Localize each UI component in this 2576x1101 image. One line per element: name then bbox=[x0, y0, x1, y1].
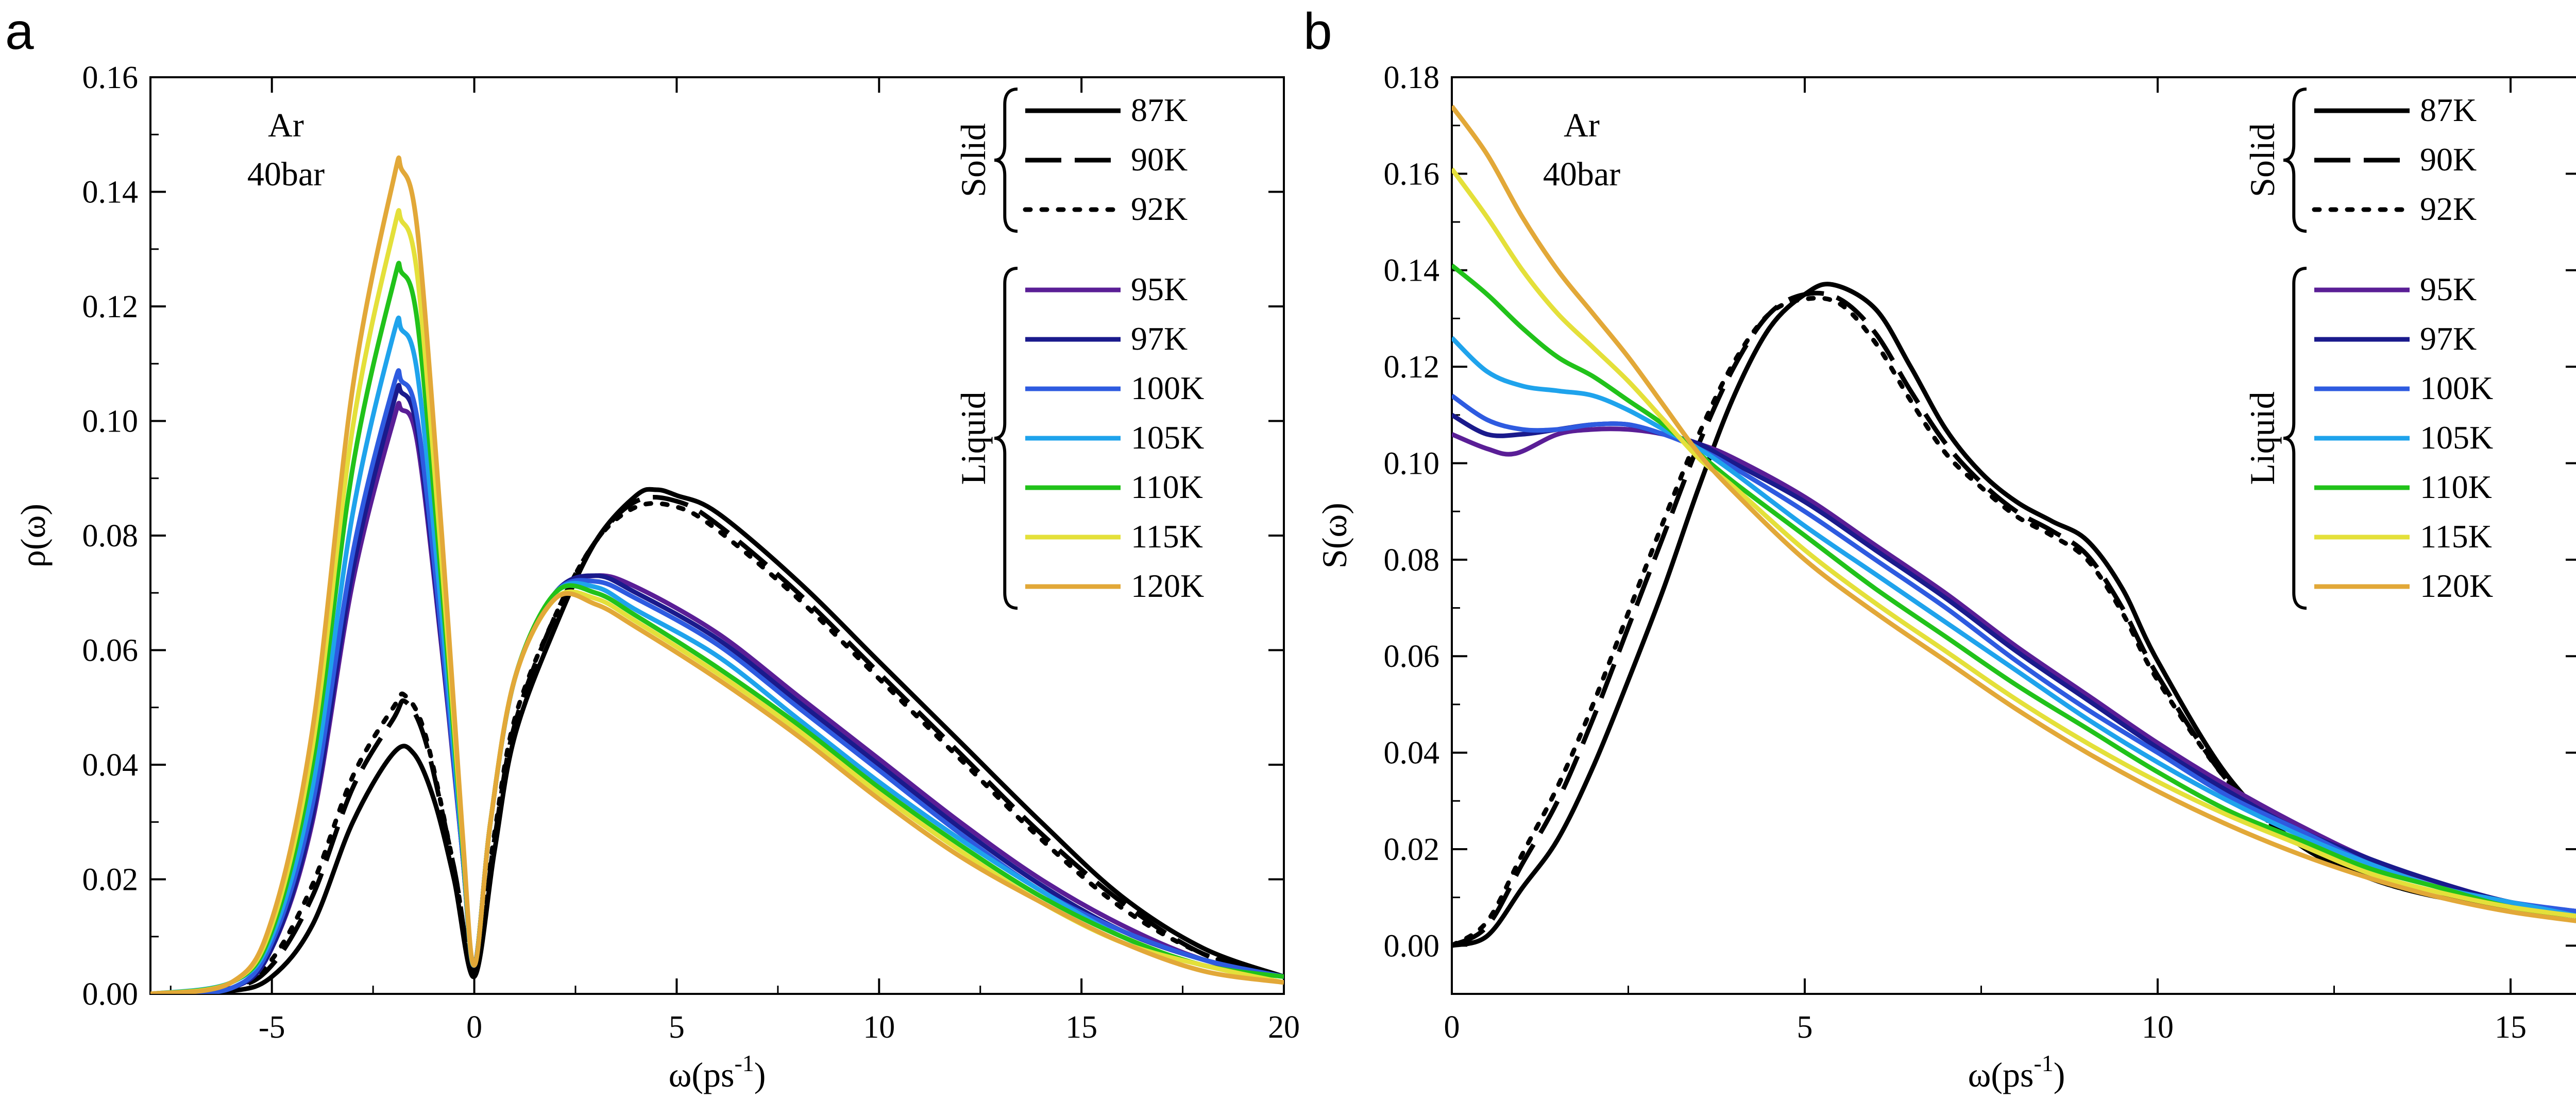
panel-a-legend-label-90K: 90K bbox=[1131, 141, 1188, 178]
panel-b-annotation-line: Ar bbox=[1564, 107, 1600, 144]
panel-a-y-tick-label: 0.14 bbox=[82, 175, 139, 210]
panel-b-chart: 0 5 10 15 0.00 0.02 0.04 0.06 0.08 0.10 0.12 0.14 0.… bbox=[1315, 60, 2576, 1094]
panel-a-series-line-87K bbox=[150, 487, 1284, 994]
panel-b-legend-label-110K: 110K bbox=[2420, 469, 2492, 505]
panel-b-y-tick-label: 0.04 bbox=[1384, 736, 1440, 771]
panel-a-x-tick-label: 20 bbox=[1268, 1010, 1300, 1045]
panel-a-legend-label-95K: 95K bbox=[1131, 271, 1188, 307]
panel-b-legend-group-solid: Solid bbox=[2243, 123, 2282, 197]
panel-b-legend-label-115K: 115K bbox=[2420, 518, 2492, 555]
panel-b-series-line-120K bbox=[1452, 105, 2576, 923]
panel-a-legend-label-87K: 87K bbox=[1131, 92, 1188, 128]
panel-a-legend-label-120K: 120K bbox=[1131, 567, 1204, 604]
panel-b-series-line-92K bbox=[1452, 296, 2576, 948]
panel-b-legend-label-95K: 95K bbox=[2420, 271, 2477, 307]
panel-a-x-tick-label: -5 bbox=[259, 1010, 285, 1045]
panel-a-legend-label-92K: 92K bbox=[1131, 191, 1188, 227]
panel-b-legend-label-92K: 92K bbox=[2420, 191, 2477, 227]
panel-a-legend-label-105K: 105K bbox=[1131, 419, 1204, 456]
panel-b-plot-frame bbox=[1451, 76, 2576, 995]
panel-a-y-tick-label: 0.12 bbox=[82, 289, 139, 324]
panel-a-y-tick-label: 0.10 bbox=[82, 404, 139, 439]
panel-b-y-tick-label: 0.08 bbox=[1384, 543, 1440, 578]
panel-b-letter: b bbox=[1303, 3, 1332, 60]
panel-b-legend-label-97K: 97K bbox=[2420, 320, 2477, 357]
panel-a-y-tick-label: 0.00 bbox=[82, 977, 139, 1012]
panel-b-legend-label-90K: 90K bbox=[2420, 141, 2477, 178]
panel-a-legend-label-110K: 110K bbox=[1131, 469, 1203, 505]
panel-b-y-tick-label: 0.14 bbox=[1384, 253, 1440, 288]
panel-b-legend-group-liquid: Liquid bbox=[2243, 391, 2282, 485]
panel-b-legend-brace-liquid bbox=[2283, 267, 2307, 610]
panel-a-legend-group-solid: Solid bbox=[954, 123, 993, 197]
panel-a-legend-brace-liquid bbox=[994, 267, 1018, 610]
panel-b-x-tick-label: 5 bbox=[1797, 1010, 1813, 1045]
panel-a-y-tick-label: 0.04 bbox=[82, 748, 139, 783]
panel-b-x-tick-label: 10 bbox=[2142, 1010, 2174, 1045]
panel-b-series-line-105K bbox=[1452, 336, 2576, 918]
panel-a-series-line-92K bbox=[150, 501, 1284, 994]
panel-b-y-tick-label: 0.10 bbox=[1384, 446, 1440, 481]
panel-b-y-tick-label: 0.12 bbox=[1384, 350, 1440, 385]
panel-a-x-tick-label: 15 bbox=[1065, 1010, 1097, 1045]
panel-b-legend-label-87K: 87K bbox=[2420, 92, 2477, 128]
panel-b-series-line-100K bbox=[1452, 393, 2576, 914]
panel-b-x-tick-label: 0 bbox=[1444, 1010, 1460, 1045]
panel-a-annotation-line: 40bar bbox=[247, 156, 325, 193]
panel-b-y-tick-label: 0.06 bbox=[1384, 639, 1440, 674]
panel-a-y-tick-label: 0.06 bbox=[82, 633, 139, 668]
panel-b-y-axis-label: S(ω) bbox=[1315, 503, 1354, 569]
panel-a-x-tick-label: 0 bbox=[466, 1010, 482, 1045]
panel-b-series-line-110K bbox=[1452, 263, 2576, 919]
panel-b-y-tick-label: 0.02 bbox=[1384, 832, 1440, 867]
panel-b-y-tick-label: 0.00 bbox=[1384, 928, 1440, 964]
panel-b-series-group bbox=[1452, 105, 2576, 948]
panel-b-y-tick-label: 0.18 bbox=[1384, 60, 1440, 95]
panel-a-legend-group-liquid: Liquid bbox=[954, 391, 993, 485]
panel-a-series-line-110K bbox=[150, 261, 1284, 994]
panel-a-chart: -5 0 5 10 15 20 0.00 0.02 0.04 0.06 0.08 0.10 0.12 0.… bbox=[13, 60, 1300, 1094]
panel-a-y-tick-label: 0.08 bbox=[82, 519, 139, 554]
panel-a-legend-brace-solid bbox=[994, 88, 1018, 233]
panel-a-x-tick-label: 10 bbox=[863, 1010, 895, 1045]
panel-b-legend-label-100K: 100K bbox=[2420, 370, 2493, 406]
panel-a-legend-label-97K: 97K bbox=[1131, 320, 1188, 357]
panel-b-series-line-115K bbox=[1452, 167, 2576, 919]
panel-b-legend-brace-solid bbox=[2283, 88, 2307, 233]
panel-a-annotation-line: Ar bbox=[268, 107, 304, 144]
panel-a-y-axis-label: ρ(ω) bbox=[13, 504, 53, 567]
panel-a-series-group bbox=[150, 155, 1284, 994]
panel-a-letter: a bbox=[5, 3, 34, 60]
panel-a-series-line-120K bbox=[150, 155, 1284, 994]
panel-a-legend-label-100K: 100K bbox=[1131, 370, 1204, 406]
panel-b-y-tick-label: 0.16 bbox=[1384, 157, 1440, 192]
panel-b-x-tick-label: 15 bbox=[2495, 1010, 2527, 1045]
panel-b-annotation-line: 40bar bbox=[1543, 156, 1620, 193]
panel-a-y-tick-label: 0.02 bbox=[82, 863, 139, 898]
panel-a-y-tick-label: 0.16 bbox=[82, 60, 139, 95]
panel-b-legend-label-120K: 120K bbox=[2420, 567, 2493, 604]
panel-b-x-axis-label: ω(ps-1) bbox=[1968, 1050, 2065, 1094]
panel-a-legend-label-115K: 115K bbox=[1131, 518, 1203, 555]
panel-b-series-line-87K bbox=[1452, 282, 2576, 948]
panel-a-x-axis-label: ω(ps-1) bbox=[669, 1050, 766, 1094]
panel-a-x-tick-label: 5 bbox=[669, 1010, 685, 1045]
panel-b-legend-label-105K: 105K bbox=[2420, 419, 2493, 456]
